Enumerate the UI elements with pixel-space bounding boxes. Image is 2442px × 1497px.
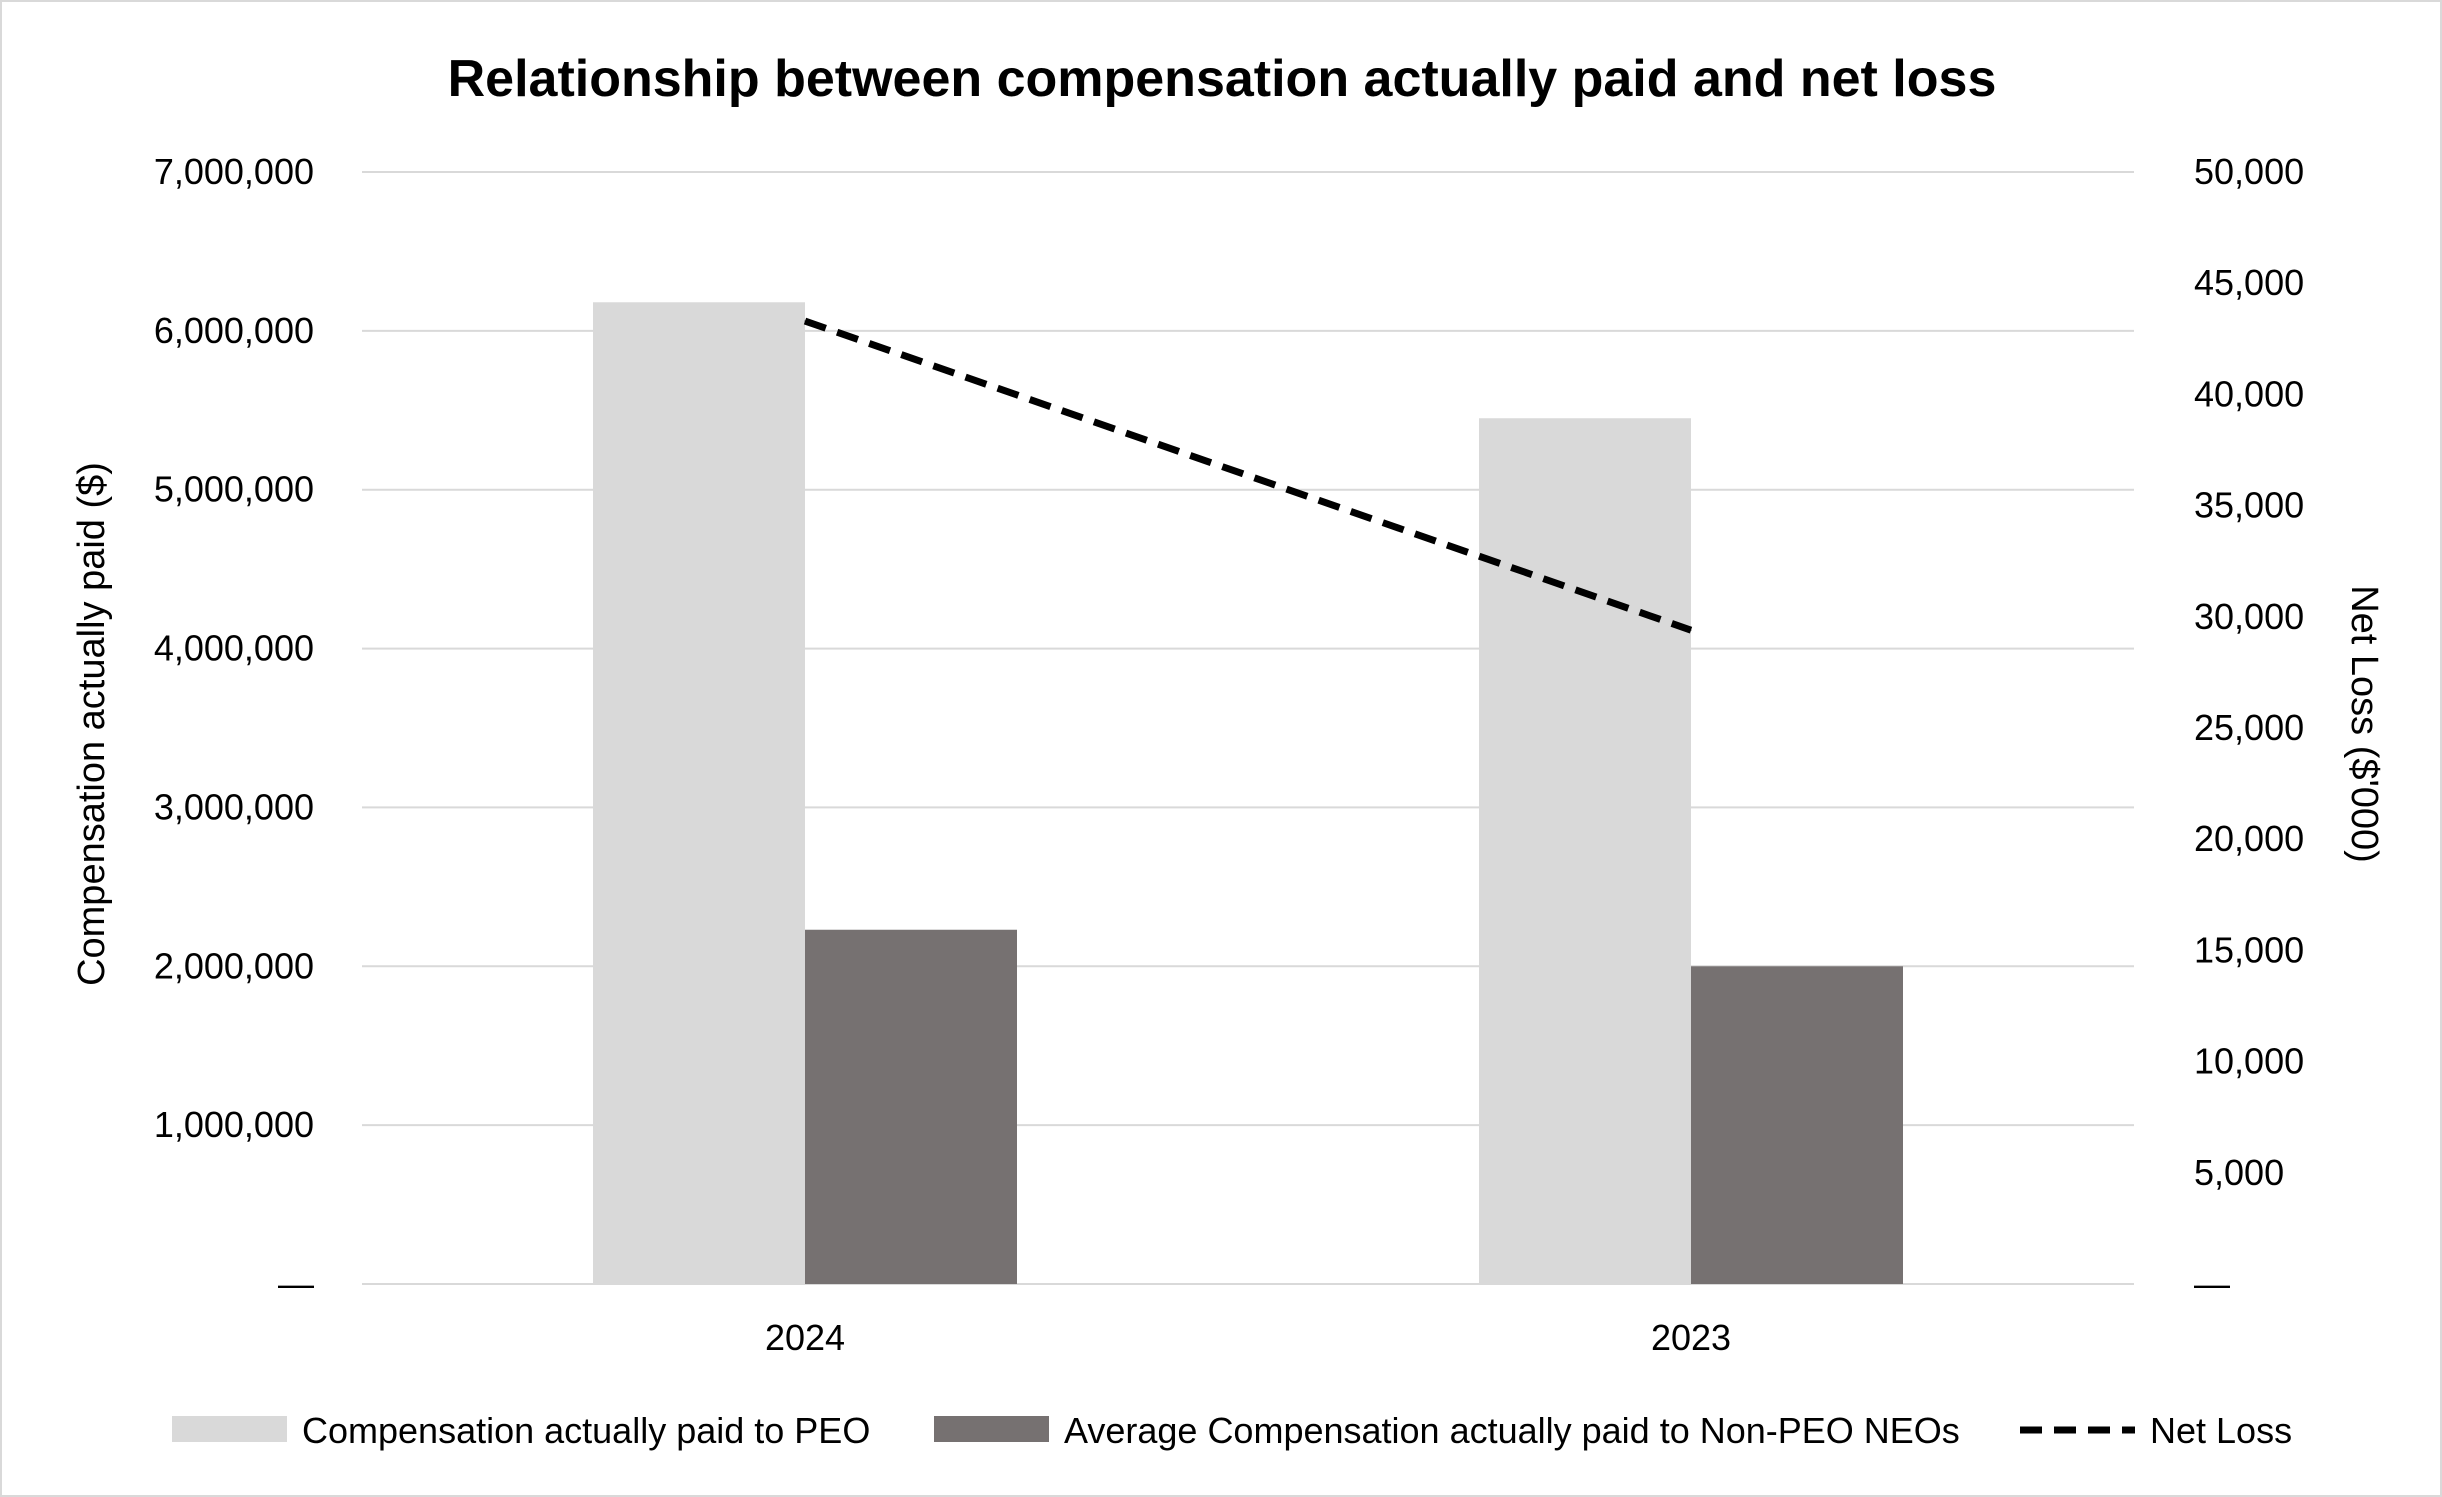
- x-axis-ticks: 2024 2023: [765, 1317, 1731, 1358]
- right-tick-label: 5,000: [2194, 1152, 2284, 1193]
- left-tick-label: 6,000,000: [154, 310, 314, 351]
- legend-swatch-peo: [172, 1416, 287, 1442]
- right-tick-label: 50,000: [2194, 151, 2304, 192]
- right-tick-label: —: [2194, 1263, 2230, 1304]
- bar-peo-compensation: [1479, 418, 1691, 1284]
- legend-label: Net Loss: [2150, 1410, 2292, 1451]
- left-tick-label: 7,000,000: [154, 151, 314, 192]
- right-tick-label: 45,000: [2194, 262, 2304, 303]
- right-tick-label: 20,000: [2194, 818, 2304, 859]
- net-loss-point: [1690, 629, 1692, 631]
- right-axis-ticks: — 5,000 10,000 15,000 20,000 25,000 30,000 35,0…: [2194, 151, 2304, 1304]
- x-tick-label: 2023: [1651, 1317, 1731, 1358]
- right-tick-label: 35,000: [2194, 485, 2304, 526]
- bar-non-peo-average-compensation: [1691, 966, 1903, 1284]
- left-tick-label: 3,000,000: [154, 786, 314, 827]
- left-axis-title: Compensation actually paid ($): [71, 462, 113, 986]
- left-axis-ticks: — 1,000,000 2,000,000 3,000,000 4,000,000 5,0…: [154, 151, 314, 1304]
- legend-swatch-non-peo: [934, 1416, 1049, 1442]
- bar-peo-compensation: [593, 302, 805, 1285]
- bars: [593, 302, 1903, 1285]
- left-tick-label: 1,000,000: [154, 1104, 314, 1145]
- right-tick-label: 15,000: [2194, 929, 2304, 970]
- right-axis-title: Net Loss ($'000): [2343, 585, 2385, 863]
- legend: Compensation actually paid to PEO Average…: [172, 1410, 2292, 1451]
- bar-non-peo-average-compensation: [805, 929, 1017, 1284]
- left-tick-label: 5,000,000: [154, 469, 314, 510]
- x-tick-label: 2024: [765, 1317, 845, 1358]
- chart-title: Relationship between compensation actual…: [448, 50, 1997, 108]
- net-loss-line: [803, 317, 1693, 634]
- net-loss-line-layer: [803, 317, 1693, 634]
- left-tick-label: —: [278, 1263, 314, 1304]
- left-tick-label: 4,000,000: [154, 628, 314, 669]
- right-tick-label: 25,000: [2194, 707, 2304, 748]
- legend-label: Compensation actually paid to PEO: [302, 1410, 870, 1451]
- left-tick-label: 2,000,000: [154, 945, 314, 986]
- legend-label: Average Compensation actually paid to No…: [1064, 1410, 1960, 1451]
- right-tick-label: 40,000: [2194, 373, 2304, 414]
- right-tick-label: 30,000: [2194, 596, 2304, 637]
- right-tick-label: 10,000: [2194, 1041, 2304, 1082]
- net-loss-point: [804, 320, 806, 322]
